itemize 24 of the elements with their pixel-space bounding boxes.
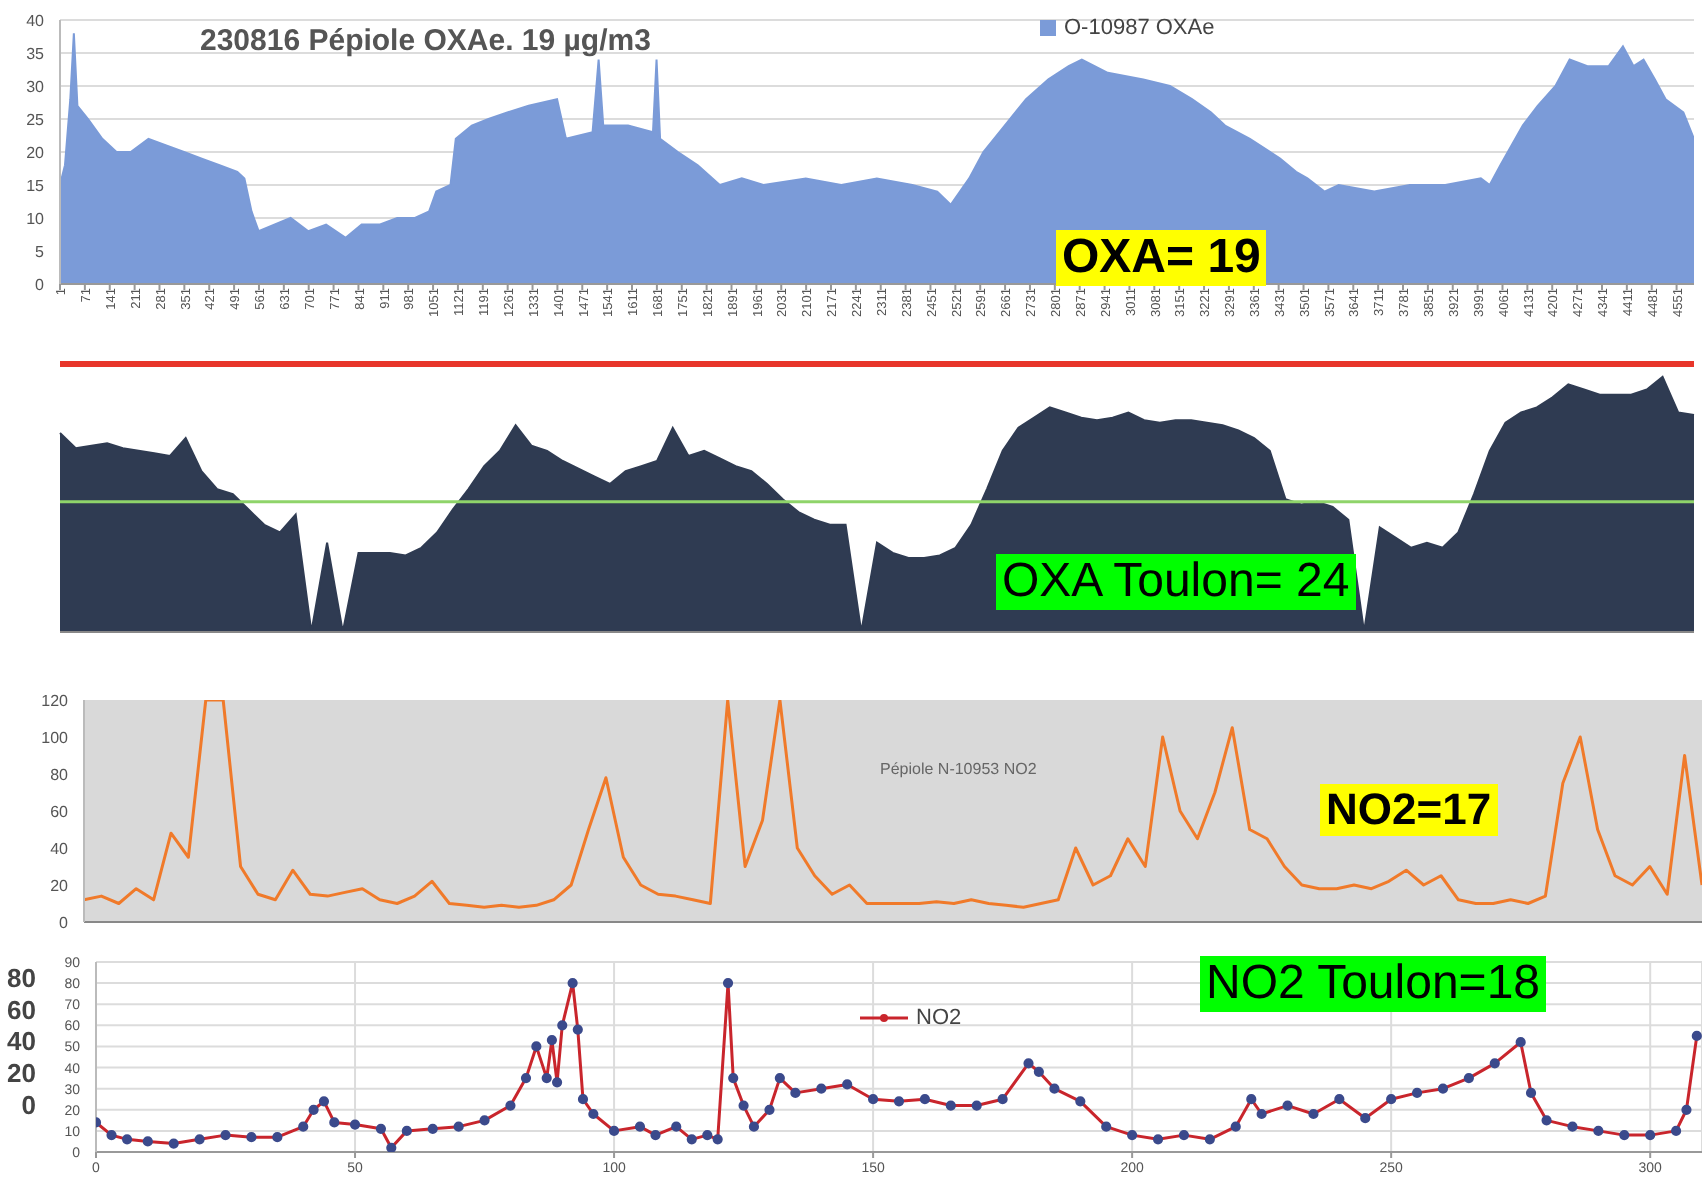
y-tick-label: 35 [26,44,46,63]
y-tick-label: 20 [26,143,46,162]
annotation: OXA Toulon= 24 [996,554,1356,610]
legend-label: NO2 [916,1006,962,1030]
legend-label: O-10987 OXAe [1064,16,1215,40]
y-tick-label: 100 [41,728,70,747]
y-tick-label: 40 [26,11,46,30]
y-tick-label: 20 [50,876,70,895]
y-tick-label: 30 [26,77,46,96]
y-tick-label: 10 [26,209,46,228]
y-tick-label: 0 [59,913,70,932]
y-tick-label: 15 [26,176,46,195]
y-tick-label: 5 [35,242,46,261]
y-tick-label: 120 [41,691,70,710]
y-tick-label: 25 [26,110,46,129]
line-series [82,700,1702,909]
y-tick-label: 60 [50,802,70,821]
chart-title: 230816 Pépiole OXAe. 19 µg/m3 [200,24,651,58]
annotation: OXA= 19 [1056,230,1267,286]
y-tick-label: 40 [50,839,70,858]
y-tick-label: 80 [50,765,70,784]
annotation: NO2=17 [1320,784,1498,836]
text: Pépiole N-10953 NO2 [880,760,1037,778]
annotation: NO2 Toulon=18 [1200,956,1547,1012]
